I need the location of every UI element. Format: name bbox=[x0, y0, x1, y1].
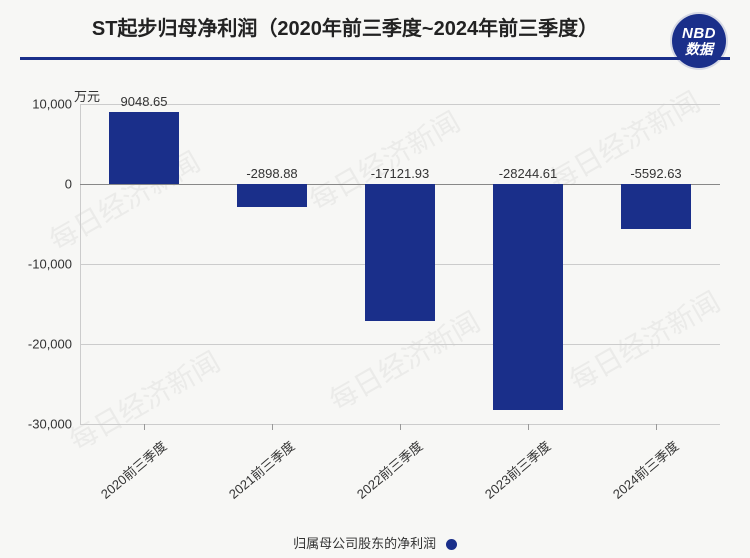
chart-plot-area: -30,000-20,000-10,000010,0009048.65-2898… bbox=[80, 104, 720, 424]
chart-header: ST起步归母净利润（2020年前三季度~2024年前三季度） NBD 数据 bbox=[0, 0, 750, 51]
x-axis-label: 2021前三季度 bbox=[202, 436, 298, 521]
x-tick bbox=[656, 424, 657, 430]
bar-value-label: 9048.65 bbox=[121, 94, 168, 109]
badge-line1: NBD bbox=[682, 26, 716, 42]
x-axis-label: 2023前三季度 bbox=[458, 436, 554, 521]
bar bbox=[621, 184, 691, 229]
legend-swatch bbox=[446, 539, 457, 550]
grid-line bbox=[80, 104, 720, 105]
chart-legend: 归属母公司股东的净利润 bbox=[0, 533, 750, 552]
chart-title: ST起步归母净利润（2020年前三季度~2024年前三季度） bbox=[20, 16, 730, 43]
bar-value-label: -2898.88 bbox=[246, 166, 297, 181]
x-tick bbox=[400, 424, 401, 430]
bar bbox=[493, 184, 563, 410]
y-tick-label: -20,000 bbox=[28, 337, 72, 352]
x-axis-label: 2020前三季度 bbox=[74, 436, 170, 521]
bar-value-label: -5592.63 bbox=[630, 166, 681, 181]
x-axis-label: 2022前三季度 bbox=[330, 436, 426, 521]
y-tick-label: 10,000 bbox=[32, 97, 72, 112]
x-tick bbox=[528, 424, 529, 430]
y-tick-label: -10,000 bbox=[28, 257, 72, 272]
y-tick-label: -30,000 bbox=[28, 417, 72, 432]
x-tick bbox=[272, 424, 273, 430]
nbd-badge: NBD 数据 bbox=[672, 14, 726, 68]
x-axis-labels: 2020前三季度2021前三季度2022前三季度2023前三季度2024前三季度 bbox=[80, 424, 720, 514]
legend-label: 归属母公司股东的净利润 bbox=[293, 536, 436, 551]
bar bbox=[237, 184, 307, 207]
y-tick-label: 0 bbox=[65, 177, 72, 192]
title-underline bbox=[20, 57, 730, 60]
bar-value-label: -28244.61 bbox=[499, 166, 558, 181]
bar-value-label: -17121.93 bbox=[371, 166, 430, 181]
badge-line2: 数据 bbox=[685, 42, 713, 57]
x-axis-label: 2024前三季度 bbox=[586, 436, 682, 521]
x-tick bbox=[144, 424, 145, 430]
bar bbox=[365, 184, 435, 321]
grid-line bbox=[80, 344, 720, 345]
y-axis-unit: 万元 bbox=[74, 86, 100, 105]
bar bbox=[109, 112, 179, 184]
